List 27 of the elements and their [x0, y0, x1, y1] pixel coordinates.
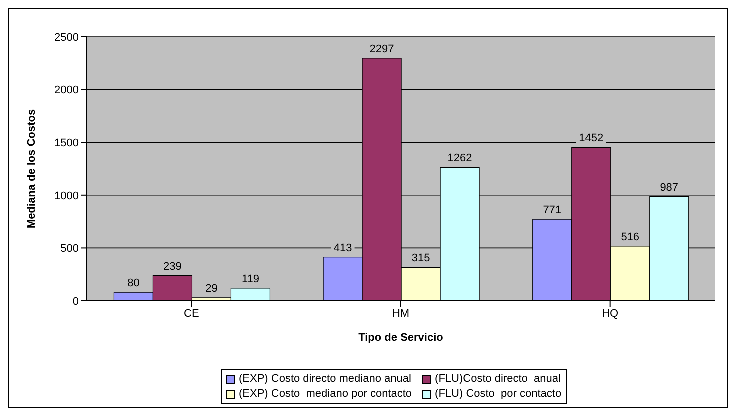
y-axis-title: Mediana de los Costos: [26, 109, 38, 229]
legend-label: (EXP) Costo mediano por contacto: [239, 388, 412, 400]
data-label: 1452: [579, 132, 604, 145]
y-tick-label: 500: [60, 243, 79, 256]
data-label: 771: [543, 204, 562, 217]
legend-label: (EXP) Costo directo mediano anual: [239, 373, 412, 385]
y-tick-label: 2500: [54, 32, 79, 44]
data-label: 315: [412, 252, 430, 265]
data-label: 413: [334, 242, 352, 254]
data-label: 119: [242, 273, 260, 286]
legend-label: (FLU)Costo directo anual: [435, 373, 561, 385]
data-label: 987: [660, 182, 679, 194]
data-label: 516: [621, 232, 640, 244]
data-label: 2297: [370, 43, 394, 56]
x-tick-label: HQ: [602, 308, 620, 320]
data-label: 239: [164, 260, 182, 273]
x-tick-label: CE: [184, 308, 200, 320]
legend-label: (FLU) Costo por contacto: [435, 388, 562, 400]
y-tick-label: 2000: [54, 84, 79, 97]
data-label: 80: [128, 278, 140, 290]
data-label: 29: [206, 282, 218, 295]
y-tick-label: 0: [72, 296, 79, 308]
y-tick-label: 1000: [54, 190, 79, 202]
x-axis-title: Tipo de Servicio: [358, 332, 444, 344]
y-tick-label: 1500: [54, 138, 79, 150]
x-tick-label: HM: [392, 308, 410, 320]
data-label: 1262: [448, 152, 472, 165]
